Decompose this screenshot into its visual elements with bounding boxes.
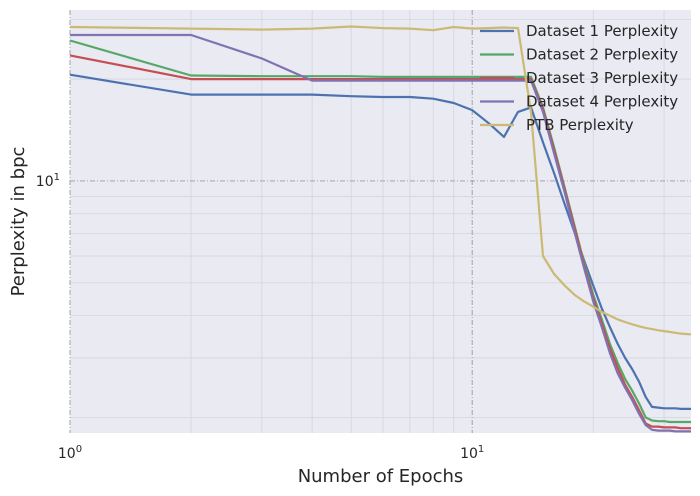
x-tick-label: 100 xyxy=(58,444,82,462)
series-line-4 xyxy=(70,33,691,433)
legend-label-4: Dataset 4 Perplexity xyxy=(526,93,678,111)
x-axis-label: Number of Epochs xyxy=(298,466,464,487)
legend-label-1: Dataset 1 Perplexity xyxy=(526,22,678,40)
legend-label-2: Dataset 2 Perplexity xyxy=(526,46,678,64)
y-tick-label: 101 xyxy=(36,172,60,190)
x-tick-label-base: 10 xyxy=(460,446,478,462)
y-tick-label-exponent: 1 xyxy=(54,172,60,183)
x-tick-label-exponent: 0 xyxy=(76,444,82,455)
x-tick-label-base: 10 xyxy=(58,446,76,462)
y-tick-labels: 101 xyxy=(36,172,60,190)
legend: Dataset 1 Perplexity Dataset 2 Perplexity… xyxy=(480,22,678,134)
series-line-5 xyxy=(69,25,692,336)
legend-label-5: PTB Perplexity xyxy=(526,116,634,134)
series-layer xyxy=(69,25,692,433)
y-axis-label: Perplexity in bpc xyxy=(8,147,29,297)
legend-label-3: Dataset 3 Perplexity xyxy=(526,69,678,87)
x-tick-label: 101 xyxy=(460,444,484,462)
x-tick-labels: 100 101 xyxy=(58,444,484,462)
x-tick-label-exponent: 1 xyxy=(478,444,484,455)
y-tick-label-base: 10 xyxy=(36,174,54,190)
